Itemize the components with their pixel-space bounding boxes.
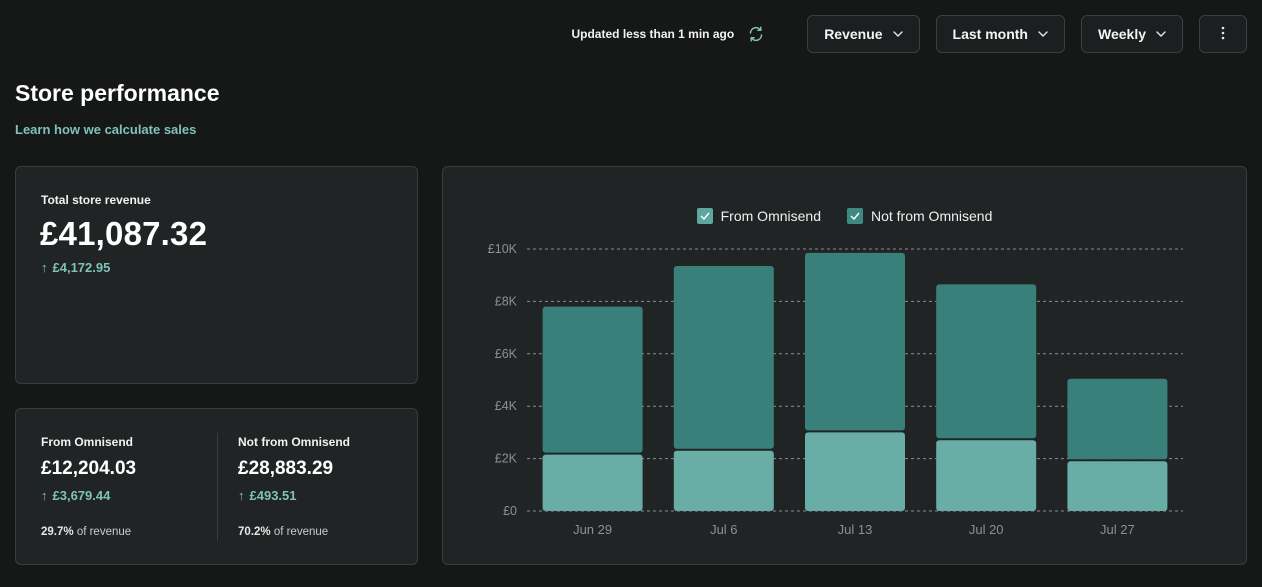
x-tick-label: Jul 20 — [969, 522, 1004, 537]
chart-legend: From Omnisend Not from Omnisend — [443, 208, 1246, 224]
arrow-up-icon: ↑ — [41, 488, 48, 503]
total-revenue-delta-value: £4,172.95 — [52, 260, 111, 275]
learn-calculation-link[interactable]: Learn how we calculate sales — [15, 122, 197, 137]
bar-not-from-omnisend — [673, 266, 774, 449]
from-omnisend-share-text: of revenue — [76, 526, 132, 538]
revenue-chart-card: From Omnisend Not from Omnisend £0 £2K £4K… — [442, 166, 1247, 565]
total-revenue-value: £41,087.32 — [40, 215, 208, 252]
y-tick-label: £6K — [495, 347, 518, 361]
divider — [217, 433, 218, 541]
more-vertical-icon — [1221, 26, 1225, 43]
y-tick-label: £0 — [503, 504, 517, 518]
y-tick-label: £2K — [495, 452, 518, 466]
x-tick-label: Jul 27 — [1100, 522, 1135, 537]
bar-not-from-omnisend — [542, 306, 643, 453]
from-omnisend-stat: From Omnisend £12,204.03 ↑ £3,679.44 29.… — [41, 435, 136, 538]
legend-label-from-omnisend: From Omnisend — [720, 208, 821, 224]
x-tick-label: Jul 13 — [838, 522, 873, 537]
bar-not-from-omnisend — [805, 252, 905, 431]
total-revenue-delta: ↑ £4,172.95 — [41, 260, 110, 275]
legend-toggle-from-omnisend[interactable]: From Omnisend — [696, 208, 821, 224]
bar-from-omnisend — [1067, 461, 1168, 511]
not-from-omnisend-share-text: of revenue — [273, 526, 329, 538]
total-revenue-label: Total store revenue — [41, 193, 151, 207]
y-tick-label: £10K — [488, 242, 518, 256]
legend-toggle-not-from-omnisend[interactable]: Not from Omnisend — [846, 208, 993, 224]
y-tick-label: £8K — [495, 294, 518, 308]
checkbox-checked-icon — [696, 208, 713, 224]
chevron-down-icon — [1038, 31, 1048, 37]
arrow-up-icon: ↑ — [238, 488, 245, 503]
not-from-omnisend-stat: Not from Omnisend £28,883.29 ↑ £493.51 7… — [238, 435, 350, 538]
total-revenue-card: Total store revenue £41,087.32 ↑ £4,172.… — [15, 166, 418, 384]
metric-dropdown-label: Revenue — [824, 26, 883, 42]
more-options-button[interactable] — [1199, 15, 1247, 53]
x-tick-label: Jul 6 — [710, 522, 737, 537]
period-dropdown[interactable]: Last month — [935, 15, 1065, 53]
last-updated-text: Updated less than 1 min ago — [571, 27, 735, 41]
not-from-omnisend-share-pct: 70.2% — [238, 526, 271, 538]
chevron-down-icon — [892, 31, 903, 37]
revenue-split-card: From Omnisend £12,204.03 ↑ £3,679.44 29.… — [15, 408, 418, 565]
period-dropdown-label: Last month — [952, 26, 1028, 42]
toolbar: Updated less than 1 min ago Revenue Last… — [571, 14, 1247, 54]
revenue-bar-chart: £0 £2K £4K £6K £8K £10K Jun 29 Jul 6 Jul 13 Jul 2… — [488, 242, 1183, 537]
not-from-omnisend-share: 70.2% of revenue — [238, 526, 350, 538]
y-tick-label: £4K — [495, 399, 518, 413]
bar-from-omnisend — [936, 440, 1037, 511]
from-omnisend-value: £12,204.03 — [41, 458, 137, 479]
page-title: Store performance — [15, 80, 220, 106]
refresh-icon[interactable] — [746, 24, 766, 44]
metric-dropdown[interactable]: Revenue — [807, 15, 920, 53]
from-omnisend-share: 29.7% of revenue — [41, 526, 136, 538]
x-tick-label: Jun 29 — [573, 522, 612, 537]
granularity-dropdown[interactable]: Weekly — [1081, 15, 1183, 53]
bar-from-omnisend — [673, 450, 774, 511]
bar-not-from-omnisend — [1067, 378, 1168, 460]
not-from-omnisend-delta-value: £493.51 — [249, 488, 297, 503]
from-omnisend-delta: ↑ £3,679.44 — [41, 488, 136, 503]
granularity-dropdown-label: Weekly — [1098, 26, 1146, 42]
from-omnisend-label: From Omnisend — [41, 435, 134, 449]
not-from-omnisend-value: £28,883.29 — [238, 458, 334, 479]
not-from-omnisend-label: Not from Omnisend — [238, 435, 351, 449]
arrow-up-icon: ↑ — [41, 260, 48, 275]
not-from-omnisend-delta: ↑ £493.51 — [238, 488, 350, 503]
from-omnisend-delta-value: £3,679.44 — [52, 488, 111, 503]
chevron-down-icon — [1156, 31, 1166, 37]
bar-not-from-omnisend — [936, 284, 1037, 439]
from-omnisend-share-pct: 29.7% — [41, 526, 74, 538]
checkbox-checked-icon — [846, 208, 863, 224]
bar-from-omnisend — [805, 432, 905, 511]
bar-from-omnisend — [542, 454, 643, 511]
legend-label-not-from-omnisend: Not from Omnisend — [870, 208, 993, 224]
